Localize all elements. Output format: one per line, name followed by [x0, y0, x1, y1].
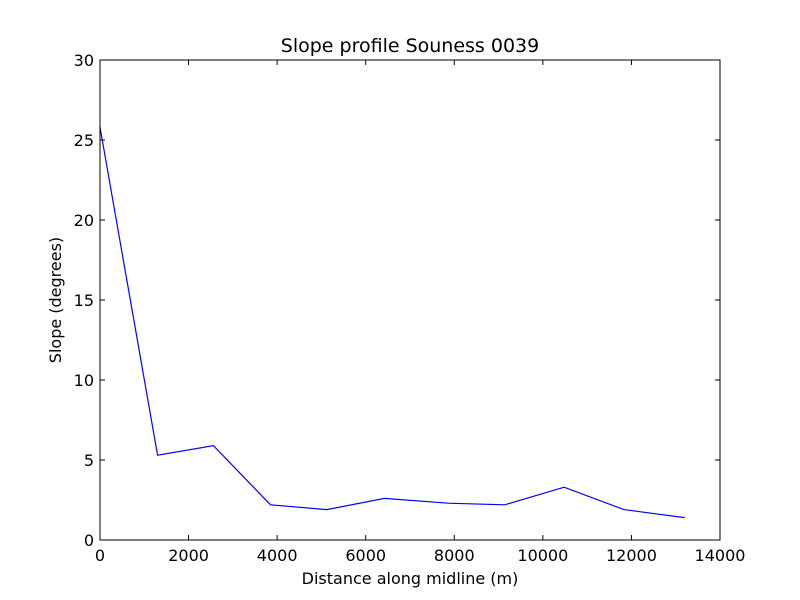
- x-tick-label: 10000: [517, 546, 568, 565]
- series-line-0: [99, 127, 685, 519]
- x-tick-label: 14000: [695, 546, 746, 565]
- y-tick-label: 5: [84, 451, 94, 470]
- x-tick-label: 12000: [606, 546, 657, 565]
- ticks-layer: 0 2000 4000 6000 8000 10000 12000 14000 0 5 10 15 20…: [74, 51, 746, 565]
- y-tick-label: 20: [74, 211, 94, 230]
- y-tick-label: 15: [74, 291, 94, 310]
- x-tick-label: 6000: [345, 546, 386, 565]
- y-tick-label: 25: [74, 131, 94, 150]
- chart-title: Slope profile Souness 0039: [281, 35, 539, 57]
- x-tick-label: 2000: [168, 546, 209, 565]
- y-tick-label: 30: [74, 51, 94, 70]
- y-tick-label: 10: [74, 371, 94, 390]
- x-tick-label: 8000: [434, 546, 475, 565]
- y-tick-label: 0: [84, 531, 94, 550]
- x-axis-label: Distance along midline (m): [302, 569, 519, 588]
- series-layer: [99, 127, 685, 519]
- x-tick-label: 0: [95, 546, 105, 565]
- y-axis-label: Slope (degrees): [46, 237, 65, 363]
- plot-frame: [99, 59, 721, 541]
- x-tick-label: 4000: [257, 546, 298, 565]
